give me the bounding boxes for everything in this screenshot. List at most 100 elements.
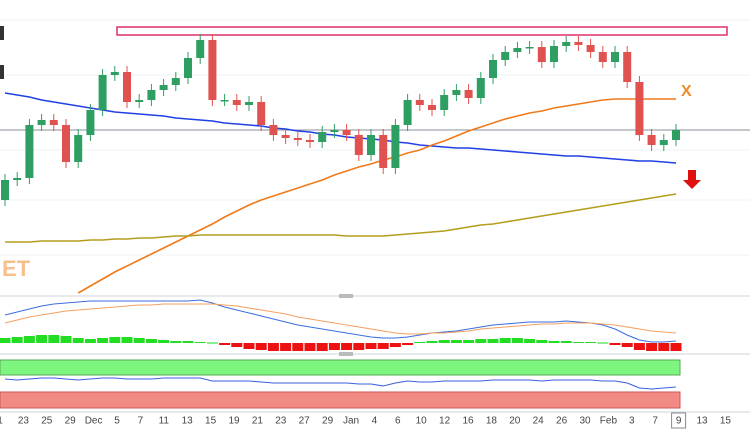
x-tick-label: Feb	[600, 416, 618, 427]
moving-average	[77, 98, 676, 294]
candle-body	[428, 105, 436, 110]
resistance-zone	[116, 26, 728, 36]
macd-histogram-bar	[11, 337, 23, 343]
candle-body	[281, 135, 290, 138]
candle-body	[452, 90, 461, 95]
x-tick-label: 29	[322, 416, 334, 427]
macd-histogram-bar	[377, 343, 389, 349]
macd-histogram-bar	[304, 343, 316, 351]
x-tick-label: 30	[579, 416, 591, 427]
macd-histogram-bar	[219, 343, 231, 345]
candle-body	[110, 72, 119, 75]
candle-body	[74, 135, 83, 162]
macd-histogram-bar	[548, 341, 560, 343]
macd-histogram-bar	[0, 338, 11, 343]
candle-body	[476, 78, 485, 98]
candle-body	[220, 100, 229, 102]
macd-histogram-bar	[328, 343, 340, 350]
macd-histogram-bar	[60, 336, 72, 343]
candle-body	[196, 40, 205, 58]
macd-histogram-bar	[158, 340, 170, 343]
candle-body	[403, 100, 412, 125]
macd-line	[4, 303, 677, 335]
candle-body	[391, 125, 400, 168]
x-tick-label: 13	[182, 416, 194, 427]
x-tick-label: 13	[696, 416, 708, 427]
candle-body	[525, 47, 534, 49]
down-arrow	[683, 170, 701, 189]
candle-body	[562, 42, 571, 46]
macd-histogram-bar	[426, 341, 438, 343]
candle-body	[318, 132, 327, 142]
macd-histogram-bar	[646, 343, 658, 351]
candle-body	[208, 40, 217, 100]
candle-body	[367, 135, 375, 155]
candle-body	[537, 47, 546, 62]
macd-histogram-bar	[499, 338, 511, 343]
x-tick-label: 9	[676, 416, 682, 427]
candle-body	[672, 130, 680, 140]
macd-histogram-bar	[658, 343, 670, 351]
macd-histogram-bar	[48, 335, 60, 343]
macd-histogram-bar	[463, 340, 475, 343]
candle-body	[171, 78, 180, 85]
price-label-edge	[0, 26, 4, 40]
x-tick-label: 29	[65, 416, 77, 427]
macd-histogram-bar	[267, 343, 279, 351]
x-tick-label: 5	[114, 416, 120, 427]
x-tick-label: 23	[275, 416, 287, 427]
x-tick-label: 1	[0, 416, 3, 427]
candle-body	[37, 120, 46, 125]
x-tick-label: 15	[205, 416, 217, 427]
macd-histogram-bar	[389, 343, 401, 347]
candle-body	[586, 45, 595, 52]
candle-body	[342, 130, 351, 135]
macd-histogram-bar	[597, 342, 609, 344]
candle-body	[464, 90, 473, 98]
candle-body	[62, 125, 70, 162]
macd-histogram-bar	[36, 335, 48, 343]
candle-body	[25, 125, 34, 178]
macd-histogram-bar	[97, 338, 109, 343]
macd-histogram-bar	[414, 342, 426, 343]
candle-body	[635, 82, 644, 135]
annotation: X	[681, 83, 692, 100]
macd-histogram-bar	[670, 343, 682, 351]
candle-body	[13, 178, 22, 180]
candle-body	[293, 138, 302, 140]
candle-body	[269, 125, 278, 135]
oversold-band	[0, 391, 681, 409]
macd-histogram-bar	[609, 343, 621, 345]
macd-histogram-bar	[341, 343, 353, 350]
macd-histogram-bar	[133, 338, 145, 343]
x-tick-label: 7	[138, 416, 144, 427]
candle-body	[184, 58, 192, 78]
candle-body	[123, 72, 131, 102]
macd-histogram-bar	[524, 339, 536, 343]
macd-histogram-bar	[231, 343, 243, 347]
overbought-band	[0, 359, 681, 376]
candle-body	[354, 135, 363, 155]
candle-body	[330, 130, 339, 132]
candle-body	[623, 52, 632, 82]
x-tick-label: 26	[556, 416, 568, 427]
candle-body	[611, 52, 619, 62]
macd-histogram-bar	[511, 338, 523, 343]
candle-body	[306, 140, 314, 142]
candle-body	[415, 100, 424, 105]
moving-average	[5, 193, 677, 243]
macd-histogram-bar	[365, 343, 377, 349]
macd-histogram-bar	[84, 339, 96, 343]
x-tick-label: 7	[652, 416, 658, 427]
macd-histogram-bar	[402, 343, 414, 345]
resize-handle	[339, 294, 353, 298]
candle-body	[440, 95, 449, 110]
x-tick-label: 15	[720, 416, 732, 427]
macd-histogram-bar	[170, 341, 182, 343]
x-tick-label: 20	[509, 416, 521, 427]
macd-histogram-bar	[572, 342, 584, 343]
candle-body	[257, 102, 266, 125]
x-tick-label: 25	[41, 416, 53, 427]
candle-body	[513, 48, 522, 52]
macd-histogram-bar	[438, 340, 450, 343]
